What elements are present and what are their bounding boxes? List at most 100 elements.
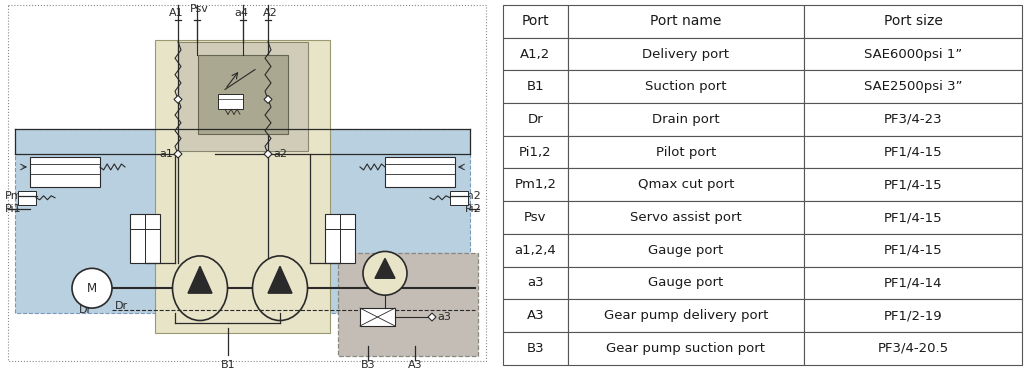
Bar <box>178 42 308 151</box>
Text: PF1/2-19: PF1/2-19 <box>883 309 943 322</box>
Bar <box>503 234 568 267</box>
Bar <box>503 332 568 365</box>
Polygon shape <box>188 266 212 293</box>
Text: PF1/4-14: PF1/4-14 <box>884 276 942 289</box>
Text: Pm2: Pm2 <box>457 191 482 201</box>
Bar <box>568 201 804 234</box>
Bar <box>503 267 568 299</box>
Bar <box>804 332 1022 365</box>
Bar <box>804 201 1022 234</box>
Text: PF1/4-15: PF1/4-15 <box>883 244 943 257</box>
Text: Pm1: Pm1 <box>5 191 30 201</box>
Text: B3: B3 <box>527 342 544 355</box>
Bar <box>8 5 486 361</box>
Bar <box>568 5 804 38</box>
Polygon shape <box>428 313 436 321</box>
Polygon shape <box>264 95 272 103</box>
Bar <box>804 169 1022 201</box>
Polygon shape <box>174 150 182 158</box>
Text: Port name: Port name <box>650 14 722 28</box>
Ellipse shape <box>173 256 228 321</box>
Bar <box>568 234 804 267</box>
Bar <box>804 5 1022 38</box>
Bar <box>568 267 804 299</box>
Bar <box>30 157 100 187</box>
Text: B3: B3 <box>360 360 375 370</box>
Text: Qmax cut port: Qmax cut port <box>638 178 734 191</box>
Bar <box>804 136 1022 169</box>
Bar <box>503 169 568 201</box>
Text: Suction port: Suction port <box>645 80 727 93</box>
Bar <box>568 136 804 169</box>
Bar <box>325 214 355 263</box>
Bar <box>568 38 804 70</box>
Text: B1: B1 <box>221 360 235 370</box>
Bar <box>503 103 568 136</box>
Text: PF3/4-20.5: PF3/4-20.5 <box>877 342 949 355</box>
Bar <box>218 94 243 109</box>
Text: PF1/4-15: PF1/4-15 <box>883 146 943 158</box>
Text: Pm1,2: Pm1,2 <box>515 178 557 191</box>
Text: Drain port: Drain port <box>652 113 720 126</box>
Bar <box>450 191 468 205</box>
Text: Gauge port: Gauge port <box>648 276 724 289</box>
Text: Pilot port: Pilot port <box>656 146 716 158</box>
Polygon shape <box>264 150 272 158</box>
Ellipse shape <box>253 256 307 321</box>
Text: Pi1: Pi1 <box>5 204 22 214</box>
Text: Psv: Psv <box>190 4 208 14</box>
Text: A1: A1 <box>168 8 183 18</box>
Bar <box>360 308 395 326</box>
Bar <box>198 55 288 134</box>
Bar <box>804 70 1022 103</box>
Text: Pi2: Pi2 <box>465 204 482 214</box>
Text: A2: A2 <box>263 8 277 18</box>
Bar <box>503 136 568 169</box>
Bar <box>385 157 455 187</box>
Text: PF1/4-15: PF1/4-15 <box>883 178 943 191</box>
Circle shape <box>72 268 112 308</box>
Text: Dr: Dr <box>115 301 128 311</box>
Bar <box>568 103 804 136</box>
Bar <box>503 201 568 234</box>
Text: Port: Port <box>522 14 549 28</box>
Text: A1,2: A1,2 <box>521 48 550 61</box>
Bar <box>804 38 1022 70</box>
Text: a1,2,4: a1,2,4 <box>515 244 557 257</box>
Bar <box>300 129 470 313</box>
Bar <box>568 299 804 332</box>
Text: A3: A3 <box>408 360 422 370</box>
Text: Dr: Dr <box>528 113 543 126</box>
Bar <box>503 70 568 103</box>
Bar <box>338 253 478 356</box>
Text: SAE2500psi 3”: SAE2500psi 3” <box>864 80 962 93</box>
Text: Psv: Psv <box>524 211 546 224</box>
Bar <box>503 38 568 70</box>
Bar <box>804 267 1022 299</box>
Bar <box>568 169 804 201</box>
Polygon shape <box>268 266 292 293</box>
Text: Servo assist port: Servo assist port <box>631 211 741 224</box>
Text: SAE6000psi 1”: SAE6000psi 1” <box>864 48 962 61</box>
Text: PF3/4-23: PF3/4-23 <box>883 113 943 126</box>
Text: a3: a3 <box>438 312 451 322</box>
Text: A3: A3 <box>527 309 544 322</box>
Text: M: M <box>87 282 98 295</box>
Bar <box>804 299 1022 332</box>
Bar <box>503 299 568 332</box>
Bar <box>568 332 804 365</box>
Text: B1: B1 <box>527 80 544 93</box>
Text: a4: a4 <box>234 8 248 18</box>
Bar <box>503 5 568 38</box>
Bar <box>155 40 330 333</box>
Text: PF1/4-15: PF1/4-15 <box>883 211 943 224</box>
Text: Gear pump delivery port: Gear pump delivery port <box>604 309 768 322</box>
Bar <box>568 70 804 103</box>
Circle shape <box>363 251 407 295</box>
Bar <box>804 103 1022 136</box>
Bar <box>130 214 160 263</box>
Text: Dr: Dr <box>79 305 92 315</box>
Text: a3: a3 <box>527 276 543 289</box>
Text: Pi1,2: Pi1,2 <box>519 146 551 158</box>
Bar <box>18 191 36 205</box>
